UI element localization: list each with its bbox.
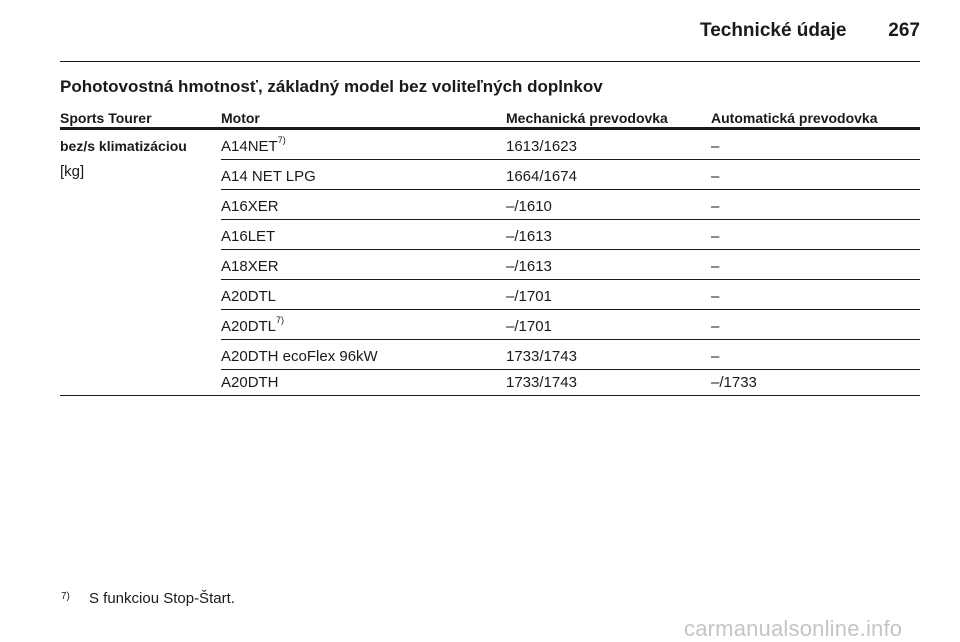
mechanical-cell: –/1701 [506, 288, 552, 305]
automatic-cell: – [711, 348, 720, 365]
automatic-cell: – [711, 228, 720, 245]
header-divider [60, 61, 920, 62]
motor-name: A16LET [221, 228, 276, 245]
motor-cell: A14 NET LPG [221, 168, 316, 185]
motor-name: A20DTH ecoFlex 96kW [221, 348, 378, 365]
motor-cell: A16LET [221, 228, 275, 245]
column-header-automatic: Automatická prevodovka [711, 110, 878, 126]
motor-name: A16XER [221, 198, 279, 215]
motor-cell: A20DTH ecoFlex 96kW [221, 348, 378, 365]
table-bottom-rule [60, 395, 920, 396]
row-divider [221, 159, 920, 160]
row-group-unit: [kg] [60, 163, 85, 180]
footnote-ref: 7) [277, 135, 286, 145]
mechanical-cell: 1613/1623 [506, 138, 577, 155]
footnote-text: S funkciou Stop-Štart. [89, 590, 235, 607]
row-divider [221, 309, 920, 310]
table-row: A20DTL –/1701 – [221, 280, 920, 310]
table-row: A16XER –/1610 – [221, 190, 920, 220]
motor-name: A14NET [221, 138, 278, 155]
table-row: A18XER –/1613 – [221, 250, 920, 280]
table-row: A20DTL7) –/1701 – [221, 310, 920, 340]
motor-name: A20DTL [221, 288, 277, 305]
automatic-cell: – [711, 258, 720, 275]
page-number: 267 [888, 20, 920, 41]
automatic-cell: – [711, 288, 720, 305]
mechanical-cell: 1664/1674 [506, 168, 577, 185]
column-header-motor: Motor [221, 110, 260, 126]
row-divider [221, 279, 920, 280]
automatic-cell: –/1733 [711, 374, 757, 391]
row-divider [221, 249, 920, 250]
header-rule [60, 127, 920, 130]
automatic-cell: – [711, 138, 720, 155]
table-row: A20DTH 1733/1743 –/1733 [221, 366, 920, 396]
motor-cell: A18XER [221, 258, 279, 275]
column-header-mechanical: Mechanická prevodovka [506, 110, 668, 126]
motor-name: A20DTH [221, 374, 279, 391]
mechanical-cell: 1733/1743 [506, 374, 577, 391]
motor-cell: A20DTL7) [221, 315, 285, 335]
mechanical-cell: 1733/1743 [506, 348, 577, 365]
row-group-label: bez/s klimatizáciou [60, 138, 187, 154]
table-row: A20DTH ecoFlex 96kW 1733/1743 – [221, 340, 920, 370]
automatic-cell: – [711, 318, 720, 335]
row-divider [221, 189, 920, 190]
mechanical-cell: –/1613 [506, 228, 552, 245]
automatic-cell: – [711, 168, 720, 185]
mechanical-cell: –/1610 [506, 198, 552, 215]
table-row: A14 NET LPG 1664/1674 – [221, 160, 920, 190]
table-row: A16LET –/1613 – [221, 220, 920, 250]
automatic-cell: – [711, 198, 720, 215]
motor-cell: A20DTL [221, 288, 276, 305]
footnote-mark: 7) [61, 591, 70, 602]
mechanical-cell: –/1701 [506, 318, 552, 335]
motor-name: A18XER [221, 258, 279, 275]
motor-name: A20DTL [221, 318, 277, 335]
mechanical-cell: –/1613 [506, 258, 552, 275]
column-header-sports-tourer: Sports Tourer [60, 110, 152, 126]
row-divider [221, 369, 920, 370]
watermark: carmanualsonline.info [684, 616, 903, 641]
row-divider [221, 339, 920, 340]
table-row: A14NET7) 1613/1623 – [221, 130, 920, 160]
footnote-ref: 7) [276, 315, 285, 325]
section-title: Pohotovostná hmotnosť, základný model be… [60, 77, 603, 96]
header-title: Technické údaje [700, 20, 847, 41]
motor-cell: A16XER [221, 198, 279, 215]
motor-cell: A14NET7) [221, 135, 286, 155]
row-divider [221, 219, 920, 220]
motor-name: A14 NET LPG [221, 168, 316, 185]
motor-cell: A20DTH [221, 374, 279, 391]
